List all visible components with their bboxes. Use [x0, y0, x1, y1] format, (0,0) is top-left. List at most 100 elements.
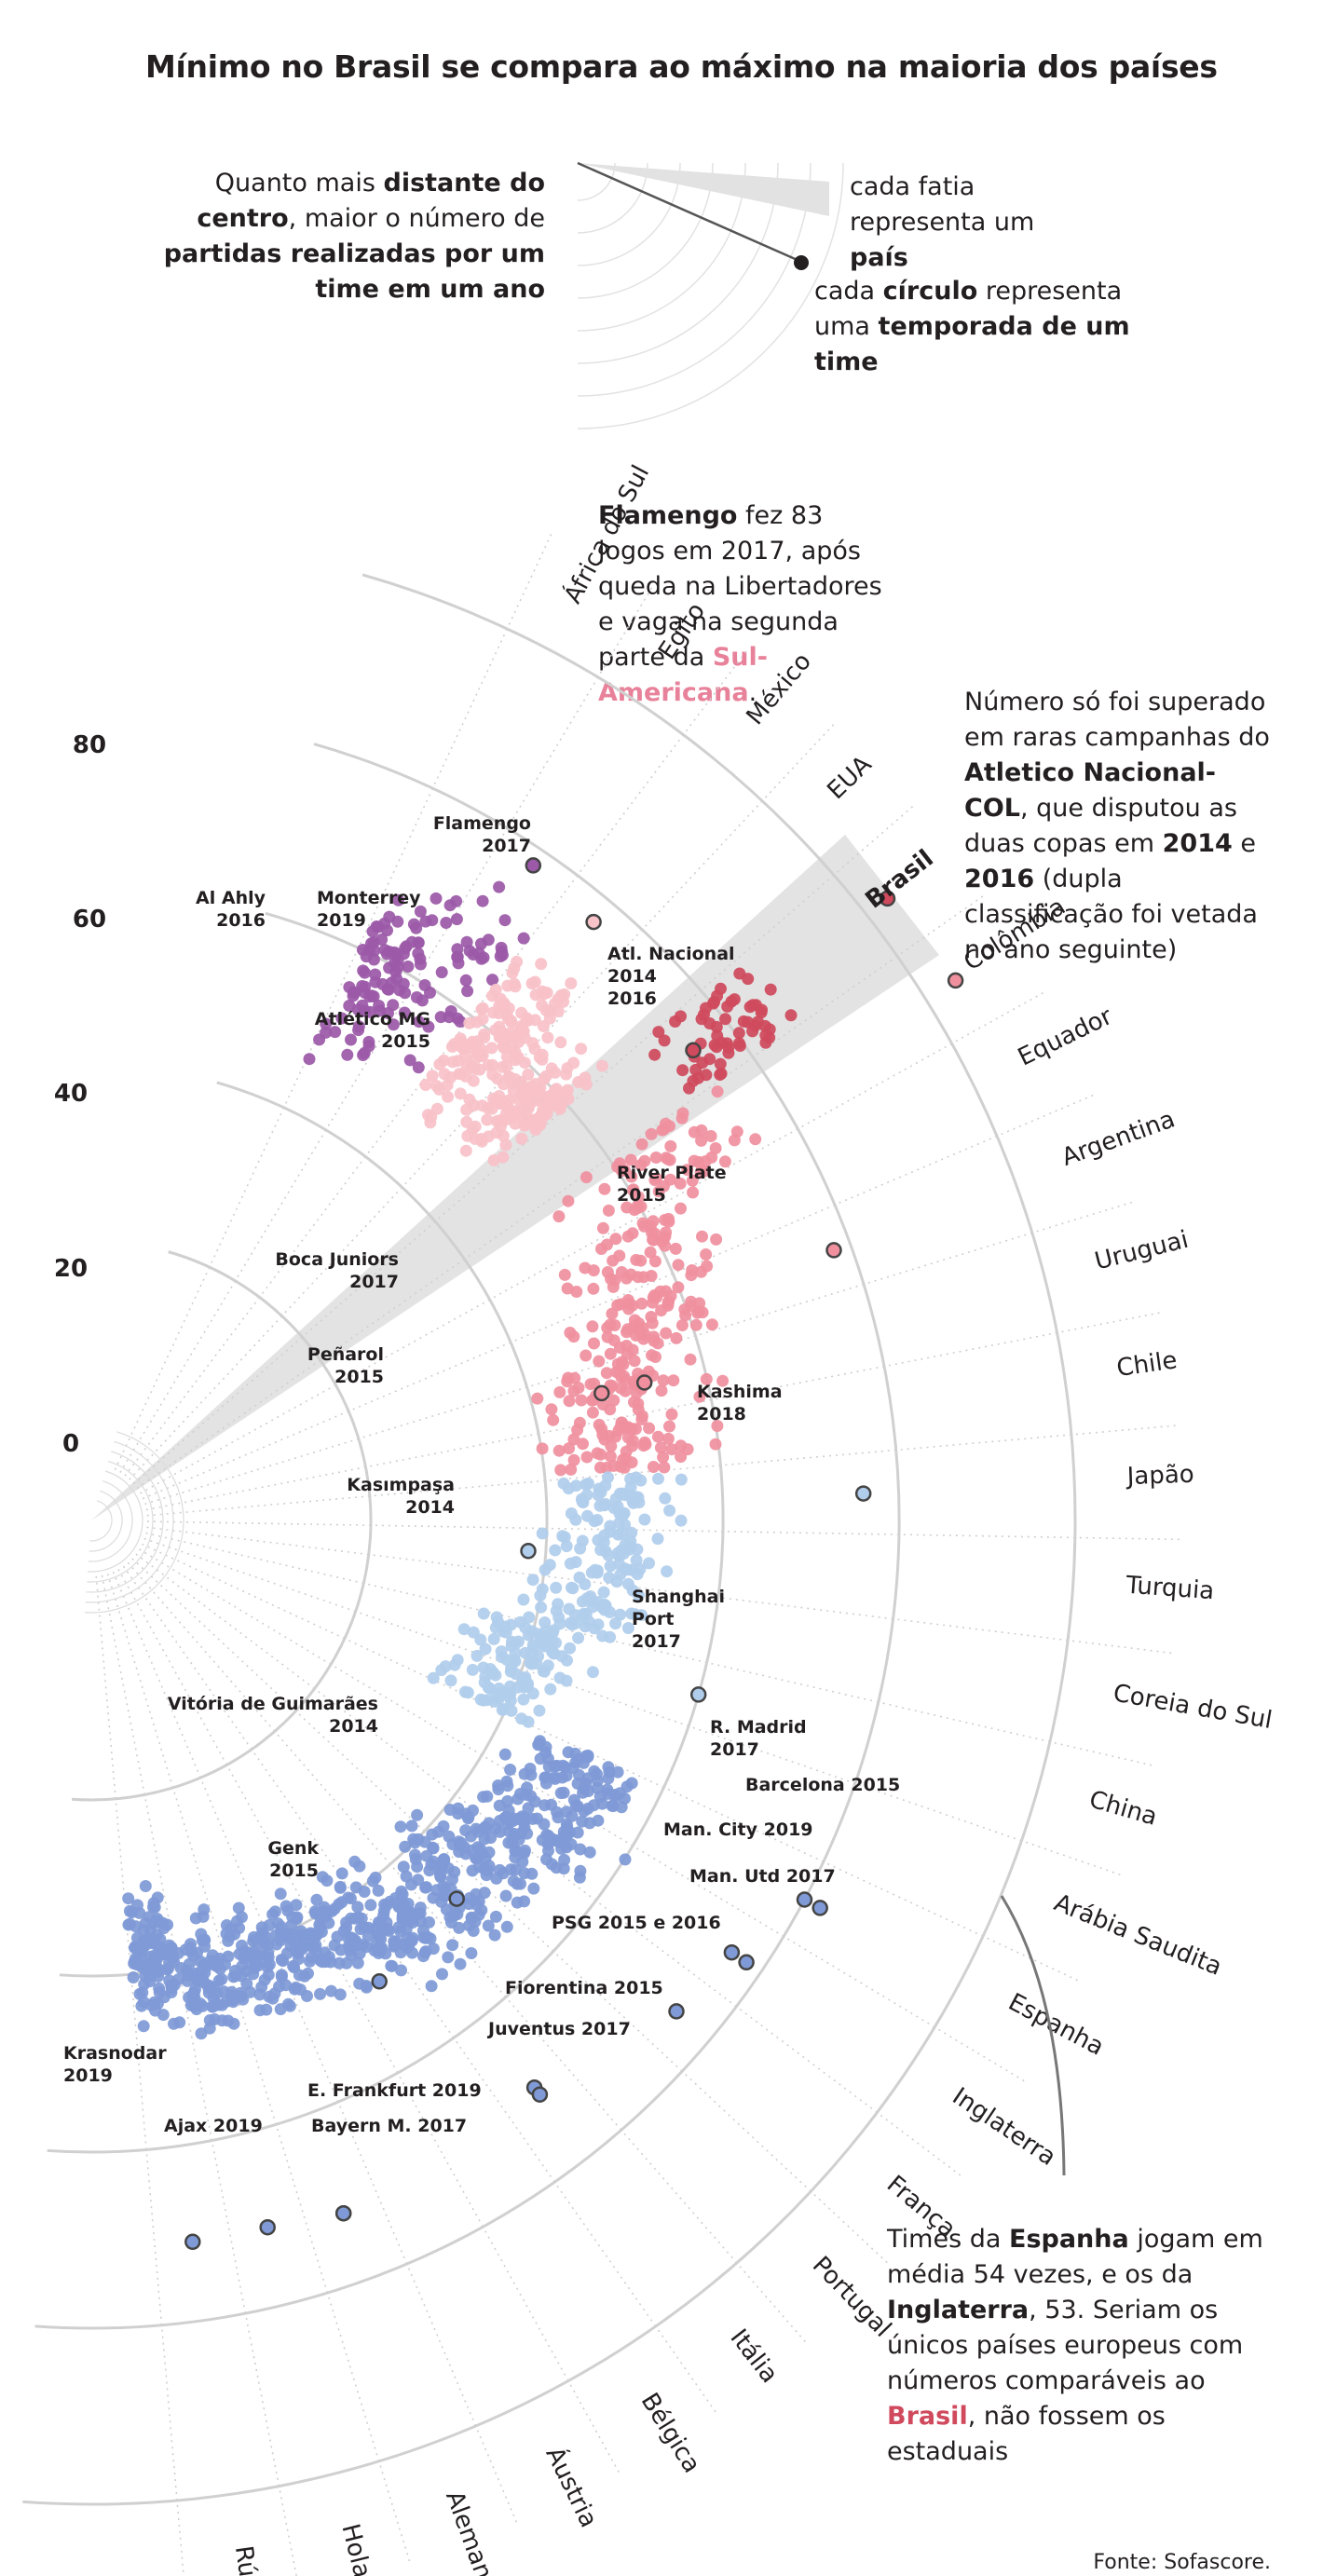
data-point — [166, 1949, 179, 1962]
data-point — [711, 1085, 724, 1098]
legend-icon — [577, 161, 844, 429]
data-point — [612, 1424, 625, 1437]
data-point — [563, 1395, 576, 1408]
data-point — [700, 1002, 712, 1015]
data-point — [567, 1433, 580, 1446]
data-point — [457, 1043, 470, 1056]
data-point — [329, 1026, 342, 1039]
data-point — [474, 1043, 487, 1056]
data-point — [662, 1212, 675, 1225]
data-point — [630, 1471, 643, 1484]
data-point — [387, 999, 400, 1012]
spoke — [114, 532, 552, 1470]
data-point — [719, 1013, 731, 1026]
data-point — [335, 1867, 348, 1880]
data-point — [661, 1565, 674, 1578]
data-point — [582, 1615, 595, 1629]
country-label: Bélgica — [635, 2388, 706, 2477]
highlight-label: Krasnodar 2019 — [63, 2043, 167, 2086]
data-point — [519, 1844, 531, 1857]
data-point — [412, 936, 425, 949]
data-point — [554, 1464, 567, 1477]
data-point — [566, 1618, 579, 1631]
country-label: Áustria — [540, 2442, 605, 2532]
data-point — [469, 1063, 482, 1076]
data-point — [376, 977, 389, 990]
data-point — [274, 1888, 287, 1901]
data-point — [525, 1625, 539, 1638]
axis-tick-label: 80 — [73, 731, 106, 759]
data-point — [492, 1779, 505, 1792]
highlight-label: Kashima 2018 — [697, 1382, 783, 1424]
data-point — [514, 1615, 526, 1629]
data-point — [399, 1840, 412, 1853]
data-point — [426, 1070, 439, 1083]
data-point — [498, 1113, 511, 1126]
data-point — [522, 1715, 535, 1728]
data-point — [410, 921, 423, 934]
data-point — [262, 1951, 275, 1964]
data-point — [443, 1804, 457, 1816]
legend-dot — [794, 255, 809, 270]
data-point — [400, 1870, 413, 1883]
highlight-label: River Plate 2015 — [617, 1163, 727, 1206]
data-point — [487, 1632, 500, 1645]
data-point — [481, 1790, 494, 1803]
data-point — [409, 1848, 421, 1861]
data-point — [475, 1133, 487, 1145]
highlight-point — [585, 913, 602, 931]
data-point — [618, 1506, 631, 1520]
data-point — [560, 1674, 573, 1687]
data-point — [575, 1394, 588, 1407]
data-point — [274, 2003, 287, 2016]
atletico-annotation: Número só foi superado em raras campanha… — [964, 688, 1270, 964]
data-point — [459, 1070, 472, 1083]
data-point — [651, 1430, 664, 1443]
data-point — [587, 1666, 599, 1679]
data-point — [476, 1013, 489, 1026]
data-point — [220, 1928, 233, 1941]
data-point — [440, 917, 453, 929]
data-point — [526, 1574, 539, 1587]
data-point — [560, 1068, 573, 1081]
data-point — [695, 1134, 708, 1147]
data-point — [561, 1820, 574, 1833]
data-point — [290, 1981, 302, 1994]
data-point — [563, 1442, 576, 1455]
data-point — [646, 1316, 659, 1329]
data-point — [347, 1932, 360, 1945]
spoke — [106, 1574, 411, 2563]
data-point — [596, 1398, 609, 1411]
data-point — [433, 1866, 446, 1878]
data-point — [552, 1444, 566, 1457]
data-point — [635, 1138, 648, 1151]
data-point — [635, 1297, 648, 1310]
data-point — [601, 1238, 613, 1251]
data-point — [469, 1915, 482, 1928]
spoke — [143, 1537, 1122, 1876]
data-point — [386, 1959, 399, 1972]
data-point — [505, 1640, 518, 1653]
data-point — [476, 894, 489, 907]
data-point — [636, 1322, 649, 1334]
data-point — [675, 1010, 687, 1023]
data-point — [688, 1154, 701, 1167]
data-point — [510, 1863, 522, 1876]
data-point — [547, 1833, 560, 1847]
highlight-point — [525, 857, 542, 874]
spoke — [112, 1571, 518, 2524]
data-point — [412, 947, 425, 960]
data-point — [718, 1155, 731, 1168]
data-point — [147, 1901, 159, 1914]
country-label: Coreia do Sul — [1112, 1680, 1275, 1735]
data-point — [384, 1895, 396, 1908]
data-point — [450, 913, 463, 926]
data-point — [614, 1608, 627, 1621]
data-point — [364, 1899, 377, 1912]
data-point — [562, 1194, 575, 1207]
data-point — [203, 2014, 216, 2026]
data-point — [352, 1020, 365, 1033]
axis-ring — [22, 573, 1077, 2506]
data-point — [127, 1971, 140, 1983]
data-point — [579, 1071, 592, 1084]
